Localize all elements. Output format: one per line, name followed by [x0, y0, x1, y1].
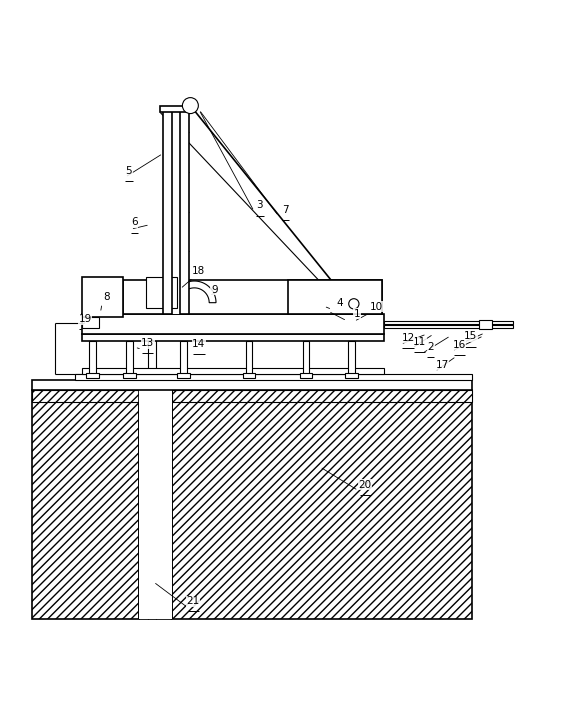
Bar: [171, 390, 472, 619]
Text: 16: 16: [453, 340, 466, 350]
Bar: [82, 317, 99, 328]
Bar: [300, 373, 312, 379]
Bar: [123, 373, 136, 379]
Bar: [82, 369, 384, 374]
Text: 10: 10: [370, 302, 383, 312]
Text: 13: 13: [141, 338, 154, 348]
Text: 6: 6: [131, 217, 138, 227]
Bar: [123, 280, 383, 314]
Bar: [171, 108, 180, 314]
Text: 11: 11: [413, 337, 426, 347]
Bar: [303, 341, 309, 374]
Text: 3: 3: [256, 200, 263, 210]
Bar: [163, 108, 171, 314]
Bar: [180, 341, 187, 374]
Text: 5: 5: [126, 166, 132, 176]
Text: 14: 14: [192, 339, 206, 348]
Bar: [345, 373, 358, 379]
Bar: [139, 390, 171, 619]
Bar: [288, 280, 383, 314]
Text: 21: 21: [187, 597, 200, 607]
Text: 8: 8: [103, 292, 110, 302]
Bar: [75, 374, 472, 379]
Bar: [479, 320, 492, 329]
Text: 17: 17: [436, 360, 449, 370]
Bar: [246, 341, 252, 374]
Bar: [82, 334, 384, 341]
Bar: [160, 105, 191, 113]
Text: 18: 18: [192, 266, 206, 276]
Circle shape: [349, 299, 359, 309]
Text: 20: 20: [359, 480, 372, 490]
Bar: [180, 108, 188, 314]
Text: 2: 2: [428, 342, 434, 351]
Text: 4: 4: [336, 298, 343, 308]
Bar: [32, 390, 139, 619]
Text: 15: 15: [464, 331, 477, 341]
Bar: [82, 277, 123, 317]
Bar: [177, 373, 190, 379]
Bar: [348, 341, 355, 374]
Bar: [32, 379, 472, 390]
Bar: [243, 373, 255, 379]
Text: 9: 9: [211, 285, 218, 295]
Polygon shape: [172, 281, 216, 303]
Bar: [384, 321, 513, 324]
Bar: [146, 277, 177, 308]
Bar: [82, 314, 384, 334]
Text: 19: 19: [78, 314, 91, 324]
Bar: [384, 325, 513, 328]
Text: 7: 7: [282, 205, 289, 215]
Circle shape: [182, 98, 198, 113]
Text: 12: 12: [401, 333, 415, 343]
Bar: [32, 390, 139, 402]
Bar: [171, 390, 472, 402]
Bar: [126, 341, 133, 374]
Bar: [89, 341, 96, 374]
Bar: [86, 373, 99, 379]
Text: 1: 1: [353, 308, 360, 318]
